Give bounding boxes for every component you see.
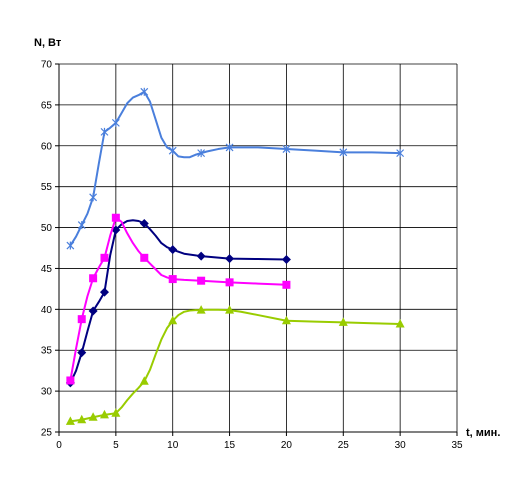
data-point-star <box>77 221 86 230</box>
data-point-triangle <box>395 319 405 328</box>
data-point-star <box>66 241 75 250</box>
y-tick-label: 65 <box>41 100 53 111</box>
data-point-square <box>111 213 120 222</box>
data-point-square <box>66 376 75 385</box>
y-tick-label: 50 <box>41 223 53 234</box>
axes <box>55 63 458 436</box>
x-tick-label: 10 <box>167 440 179 451</box>
data-point-diamond <box>281 254 291 264</box>
data-point-star <box>197 149 206 158</box>
y-tick-label: 40 <box>41 305 53 316</box>
data-point-square <box>197 276 206 285</box>
x-axis-title: t, мин. <box>466 427 500 439</box>
x-tick-label: 30 <box>395 440 407 451</box>
series-1 <box>66 87 405 250</box>
series-3 <box>66 213 291 385</box>
data-point-star <box>282 145 291 154</box>
data-point-triangle <box>77 414 87 424</box>
data-point-star <box>89 193 98 202</box>
series-4 <box>65 305 405 425</box>
data-point-square <box>77 315 86 324</box>
y-tick-label: 45 <box>41 264 53 275</box>
data-point-square <box>225 278 234 287</box>
data-point-star <box>225 143 234 152</box>
series-line <box>69 308 402 423</box>
y-tick-label: 55 <box>41 182 53 193</box>
x-tick-label: 5 <box>113 440 119 451</box>
y-tick-label: 35 <box>41 346 53 357</box>
data-point-square <box>168 275 177 284</box>
series-2 <box>65 218 291 388</box>
data-point-triangle <box>168 315 178 325</box>
y-tick-label: 70 <box>41 60 53 71</box>
data-point-triangle <box>111 408 121 417</box>
data-point-diamond <box>196 251 206 261</box>
data-point-triangle <box>281 315 291 325</box>
y-tick-label: 30 <box>41 387 53 398</box>
series-line <box>69 219 288 384</box>
data-point-diamond <box>77 348 87 358</box>
data-point-star <box>339 148 348 157</box>
data-point-diamond <box>139 218 149 228</box>
x-tick-label: 15 <box>224 440 236 451</box>
data-point-triangle <box>338 317 348 326</box>
data-point-star <box>111 118 120 127</box>
data-point-triangle <box>225 305 235 314</box>
tick-labels: 25 30 35 40 45 50 55 60 65 70 0 5 10 15 20 25 30 35 <box>41 60 463 452</box>
data-point-diamond <box>99 287 109 297</box>
data-point-star <box>396 149 405 158</box>
data-point-triangle <box>88 412 98 421</box>
data-point-triangle <box>99 409 109 419</box>
data-point-diamond <box>88 306 98 316</box>
data-point-triangle <box>65 416 75 425</box>
data-point-square <box>282 280 291 289</box>
data-point-square <box>100 253 109 262</box>
y-tick-label: 25 <box>41 428 53 439</box>
data-point-square <box>140 253 149 262</box>
y-axis-title: N, Вт <box>34 37 62 49</box>
series-line <box>69 216 288 382</box>
data-point-star <box>100 127 109 136</box>
data-point-square <box>89 274 98 283</box>
x-tick-label: 35 <box>451 440 463 451</box>
x-tick-label: 25 <box>338 440 350 451</box>
data-point-diamond <box>225 254 235 264</box>
x-tick-label: 0 <box>56 440 62 451</box>
x-tick-label: 20 <box>281 440 293 451</box>
data-point-triangle <box>139 376 149 385</box>
data-point-star <box>168 146 177 155</box>
data-point-diamond <box>168 245 178 255</box>
data-point-triangle <box>196 305 206 314</box>
series-group <box>65 87 405 425</box>
y-tick-label: 60 <box>41 141 53 152</box>
data-point-star <box>140 87 149 96</box>
series-line <box>69 90 402 247</box>
